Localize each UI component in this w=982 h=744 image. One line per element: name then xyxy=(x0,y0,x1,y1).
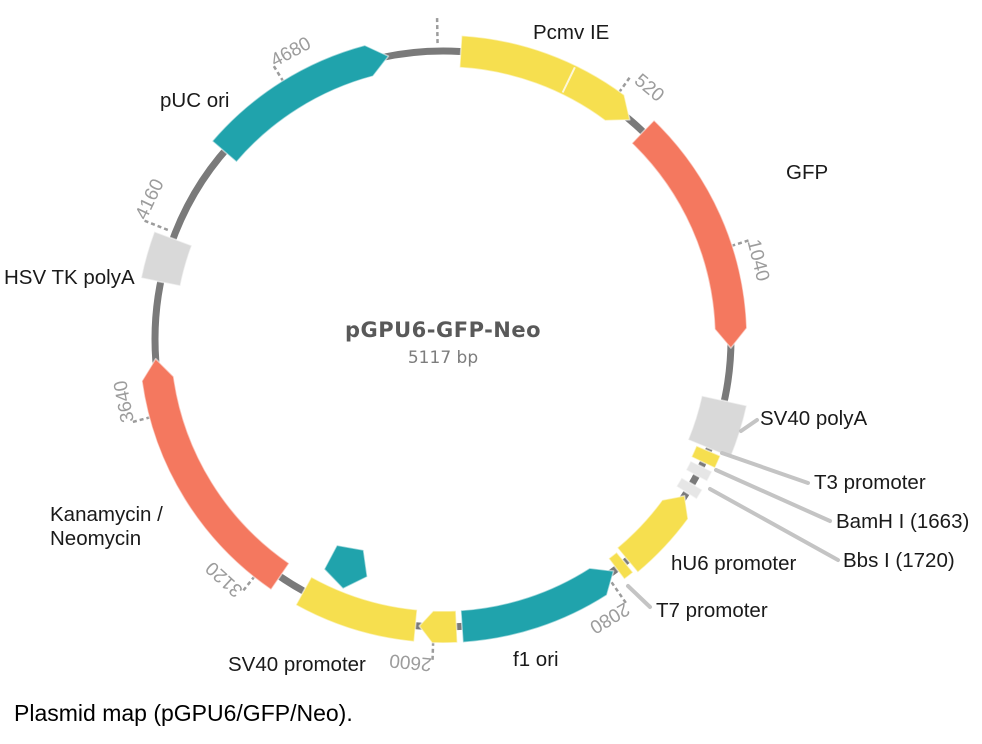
tick-label-4160: 4160 xyxy=(132,176,169,223)
feature-label-hu6-promoter: hU6 promoter xyxy=(671,552,797,575)
feature-label-puc-ori: pUC ori xyxy=(160,89,230,112)
plasmid-size: 5117 bp xyxy=(407,348,479,368)
pentagon-marker xyxy=(323,544,369,590)
feature-t7-promoter xyxy=(607,551,634,581)
feature-label-bbs1-site: Bbs I (1720) xyxy=(843,549,955,572)
feature-hsv-tk-polya xyxy=(140,230,193,287)
feature-kan-neo xyxy=(141,357,290,591)
feature-bamh1-site xyxy=(685,460,713,483)
feature-label-kan-neo: Neomycin xyxy=(50,527,141,550)
feature-sv40-promoter-arrow xyxy=(418,609,459,644)
tick-label-520: 520 xyxy=(630,70,668,106)
figure-caption: Plasmid map (pGPU6/GFP/Neo). xyxy=(14,700,353,726)
tick-mark-1040 xyxy=(724,238,750,250)
feature-label-gfp: GFP xyxy=(786,161,828,184)
tick-mark-2080 xyxy=(610,581,628,605)
tick-mark-3120 xyxy=(241,570,260,592)
feature-gfp xyxy=(631,119,748,349)
tick-label-4680: 4680 xyxy=(267,33,314,71)
feature-label-kan-neo: Kanamycin / xyxy=(50,503,163,526)
feature-label-pcmv-ie: Pcmv IE xyxy=(533,21,609,44)
tick-label-1040: 1040 xyxy=(743,237,774,283)
feature-label-hsv-tk-polya: HSV TK polyA xyxy=(4,266,135,289)
feature-label-bamh1-site: BamH I (1663) xyxy=(836,510,969,533)
feature-label-t3-promoter: T3 promoter xyxy=(814,471,926,494)
tick-label-3640: 3640 xyxy=(110,379,139,425)
tick-mark-4680 xyxy=(272,64,289,89)
feature-label-f1-ori: f1 ori xyxy=(513,648,559,671)
tick-mark-2600 xyxy=(431,634,435,661)
feature-f1-ori xyxy=(460,567,615,644)
feature-pcmv-ie xyxy=(458,34,631,122)
tick-mark-3640 xyxy=(131,414,158,424)
leader-line-sv40-polya xyxy=(739,418,759,433)
feature-sv40-polya xyxy=(687,394,748,459)
feature-bbs1-site xyxy=(675,476,704,500)
tick-mark-4160 xyxy=(143,219,169,232)
feature-puc-ori xyxy=(211,44,390,163)
plasmid-title: pGPU6-GFP-Neo xyxy=(344,318,542,342)
plasmid-center-label: pGPU6-GFP-Neo 5117 bp xyxy=(345,318,541,368)
leader-line-bamh1-site xyxy=(714,468,832,523)
feature-t3-promoter xyxy=(690,445,722,469)
leader-line-t3-promoter xyxy=(720,451,810,485)
feature-label-sv40-polya: SV40 polyA xyxy=(760,407,867,430)
tick-label-2600: 2600 xyxy=(388,649,432,674)
feature-divider-pcmv-ie xyxy=(561,66,576,93)
leader-line-bbs1-site xyxy=(708,487,840,562)
feature-sv40-promoter xyxy=(295,576,418,643)
tick-mark-520 xyxy=(613,76,632,99)
leader-line-t7-promoter xyxy=(626,584,652,609)
feature-hu6-promoter xyxy=(616,495,689,574)
feature-label-sv40-promoter: SV40 promoter xyxy=(228,653,366,676)
feature-label-t7-promoter: T7 promoter xyxy=(656,599,768,622)
